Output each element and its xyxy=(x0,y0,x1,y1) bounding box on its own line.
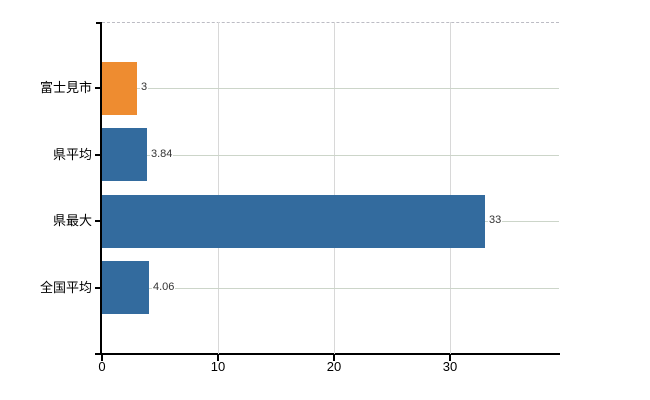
value-label: 3 xyxy=(140,81,149,94)
category-label: 県最大 xyxy=(52,213,92,228)
v-gridline xyxy=(450,22,451,354)
x-tick-label: 20 xyxy=(326,359,342,374)
value-label: 4.06 xyxy=(152,281,176,294)
bar[interactable] xyxy=(102,128,147,181)
category-tick xyxy=(95,87,102,89)
v-gridline xyxy=(218,22,219,354)
y-axis-top-tick xyxy=(96,22,102,24)
x-axis-line xyxy=(95,353,560,355)
category-tick xyxy=(95,220,102,222)
plot-top-border xyxy=(102,22,559,23)
x-tick-label: 10 xyxy=(210,359,226,374)
bar[interactable] xyxy=(102,195,485,248)
x-tick xyxy=(449,355,451,361)
x-tick xyxy=(217,355,219,361)
category-label: 全国平均 xyxy=(39,280,92,295)
x-tick xyxy=(333,355,335,361)
h-gridline xyxy=(102,155,559,156)
bar[interactable] xyxy=(102,62,137,115)
bar[interactable] xyxy=(102,261,149,314)
h-gridline xyxy=(102,288,559,289)
value-label: 33 xyxy=(488,214,503,227)
x-tick xyxy=(101,355,103,361)
category-tick xyxy=(95,154,102,156)
value-label: 3.84 xyxy=(150,148,174,161)
x-tick-label: 0 xyxy=(98,359,106,374)
category-label: 県平均 xyxy=(52,147,92,162)
plot-area xyxy=(102,22,559,354)
x-tick-label: 30 xyxy=(442,359,458,374)
category-tick xyxy=(95,287,102,289)
category-label: 富士見市 xyxy=(39,80,92,95)
v-gridline xyxy=(334,22,335,354)
y-axis-line xyxy=(100,22,102,354)
h-gridline xyxy=(102,88,559,89)
